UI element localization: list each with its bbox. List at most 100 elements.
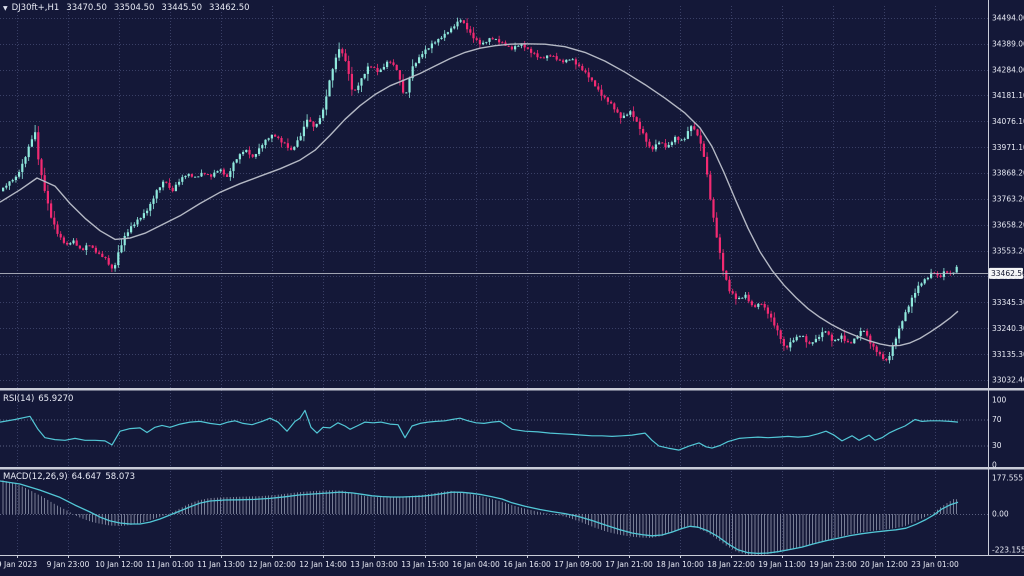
candle-body [830,334,833,341]
candle-body [197,176,200,178]
candle-body [350,73,353,90]
macd-value-main: 64.647 [71,472,102,482]
candle-body [450,28,453,33]
candle-body [331,69,334,81]
candle-body [187,174,190,176]
price-tag-box [989,267,1023,279]
axis-label: 34494.00 [992,14,1024,23]
candle-body [709,174,712,200]
candle-body [200,172,203,177]
candle-body [229,171,232,177]
candle-body [843,335,846,341]
candle-body [334,57,337,70]
candle-body [818,337,821,339]
rsi-pane-separator[interactable] [0,388,1024,391]
candle-body [635,117,638,122]
candle-body [821,332,824,338]
candle-body [888,355,891,361]
candle-body [453,26,456,29]
candle-body [210,174,213,177]
candle-body [731,291,734,294]
candle-body [149,203,152,211]
candle-body [414,63,417,67]
candle-body [600,89,603,96]
candle-body [181,177,184,182]
chart-dropdown-icon[interactable]: ▼ [3,4,8,12]
candle-body [626,114,629,116]
candle-body [859,330,862,336]
candle-body [270,134,273,139]
candle-body [738,297,741,300]
axis-label: 33658.20 [992,220,1024,229]
price-axis[interactable]: 34494.00 34389.00 34284.00 34181.10 34076.10… [992,14,1024,385]
candle-body [363,73,366,79]
candle-body [8,181,11,186]
candle-body [11,180,14,182]
candle-body [862,330,865,332]
candle-body [34,132,37,140]
axis-label: 16 Jan 04:00 [452,560,500,569]
ohlc-high: 33504.50 [113,3,155,13]
candle-body [155,190,158,199]
candle-body [402,79,405,93]
candle-body [267,138,270,140]
main-chart-pane[interactable] [0,6,988,388]
time-axis[interactable]: 9 Jan 2023 9 Jan 23:00 10 Jan 12:00 11 Jan … [0,555,959,569]
macd-pane[interactable] [0,470,988,555]
candle-body [757,303,760,307]
candle-body [344,53,347,62]
axis-label: 33763.20 [992,194,1024,203]
candle-body [418,57,421,64]
candle-body [213,172,216,177]
candle-body [894,338,897,346]
candle-body [434,42,437,44]
candle-body [568,59,571,61]
candle-body [456,21,459,27]
macd-value-signal: 58.073 [105,472,136,482]
candle-body [869,335,872,344]
axis-label: 33135.30 [992,350,1024,359]
candle-body [510,46,513,50]
candle-body [555,56,558,60]
candle-body [293,146,296,150]
candle-body [264,139,267,146]
macd-signal-line [0,480,959,555]
candle-body [184,175,187,178]
candle-body [856,335,859,339]
candle-body [587,72,590,78]
candle-body [706,156,709,175]
candle-body [357,85,360,91]
candle-body [827,331,830,335]
candle-body [466,23,469,30]
candle-body [875,346,878,352]
candle-body [488,38,491,42]
candle-body [24,157,27,164]
axis-label: 34284.00 [992,66,1024,75]
rsi-pane[interactable] [0,391,988,464]
candle-body [408,78,411,93]
macd-axis[interactable]: 177.555 0.00 -223.155 [992,474,1024,555]
axis-label: 13 Jan 03:00 [350,560,398,569]
candle-body [942,271,945,277]
ohlc-low: 33445.50 [161,3,202,13]
candle-body [581,65,584,71]
axis-label: 100 [992,396,1007,405]
candle-body [286,143,289,148]
candle-body [341,49,344,54]
axis-label: 0 [992,461,997,470]
candle-body [763,304,766,308]
candle-body [446,32,449,34]
macd-pane-separator[interactable] [0,467,1024,470]
candle-body [808,342,811,344]
candle-body [578,64,581,66]
axis-label: 33971.10 [992,143,1024,152]
rsi-axis[interactable]: 100 70 30 0 [992,396,1007,470]
axis-label: 30 [992,441,1002,450]
candle-body [245,149,248,153]
candle-body [251,154,254,157]
candle-body [306,119,309,127]
candle-body [610,101,613,104]
candle-body [536,53,539,58]
axis-label: 13 Jan 15:00 [401,560,449,569]
axis-label: 18 Jan 22:00 [707,560,755,569]
